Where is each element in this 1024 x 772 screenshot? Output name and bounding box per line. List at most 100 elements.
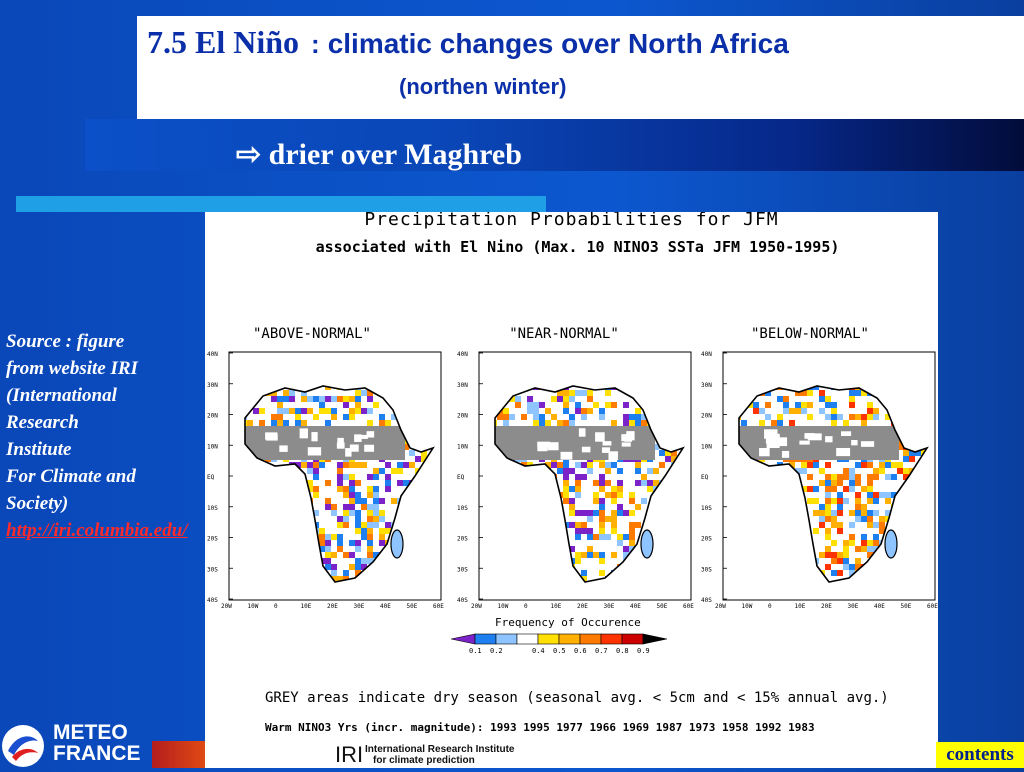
lat-tick-label: 30S — [701, 566, 712, 573]
lat-tick-label: 30N — [701, 382, 712, 389]
source-line: Source : figure — [6, 331, 125, 352]
lon-tick-label: 30E — [848, 603, 859, 610]
legend-swatch — [474, 633, 497, 645]
lon-tick-label: 20W — [471, 603, 482, 610]
lat-tick-label: EQ — [207, 474, 215, 481]
grey-areas-note: GREY areas indicate dry season (seasonal… — [265, 690, 889, 706]
lon-tick-label: 60E — [433, 603, 444, 610]
lon-tick-label: 20W — [715, 603, 726, 610]
frequency-legend: 0.1 0.2 0.4 0.5 0.6 0.7 0.8 0.9 — [450, 633, 668, 655]
lon-tick-label: 40E — [874, 603, 885, 610]
iri-name-line1: International Research Institute — [365, 744, 515, 755]
source-line: Institute — [6, 439, 72, 460]
lat-tick-label: EQ — [701, 474, 709, 481]
lon-tick-label: 20W — [221, 603, 232, 610]
contents-button[interactable]: contents — [936, 742, 1024, 768]
lat-tick-label: 40N — [207, 351, 218, 358]
lat-tick-label: 20N — [701, 413, 712, 420]
lon-tick-label: 10W — [498, 603, 509, 610]
lon-tick-label: 60E — [927, 603, 938, 610]
source-link[interactable]: http://iri.columbia.edu/ — [6, 520, 188, 541]
legend-title: Frequency of Occurence — [495, 616, 641, 629]
subtitle-band — [85, 119, 1024, 171]
lon-tick-label: 10E — [551, 603, 562, 610]
lat-tick-label: 10N — [701, 443, 712, 450]
source-note: Source : figure from website IRI (Intern… — [6, 328, 202, 544]
legend-tick-label: 0.4 — [532, 647, 545, 655]
lat-tick-label: 10N — [207, 443, 218, 450]
lon-tick-label: 0 — [768, 603, 772, 610]
title-season: (northen winter) — [399, 74, 567, 99]
map-label-below: "BELOW-NORMAL" — [750, 326, 869, 342]
title-main: climatic changes over North Africa — [327, 28, 789, 59]
legend-tick-label: 0.6 — [574, 647, 587, 655]
legend-tick-label: 0.8 — [616, 647, 629, 655]
source-line: (International — [6, 385, 117, 406]
lon-tick-label: 10W — [742, 603, 753, 610]
lon-tick-label: 40E — [380, 603, 391, 610]
lat-tick-label: 20S — [701, 536, 712, 543]
legend-swatch — [558, 633, 581, 645]
source-line: For Climate and — [6, 466, 136, 487]
lon-tick-label: 30E — [604, 603, 615, 610]
lon-tick-label: 20E — [577, 603, 588, 610]
lon-tick-label: 40E — [630, 603, 641, 610]
iri-logo: IRI — [335, 742, 364, 767]
legend-swatch — [600, 633, 623, 645]
lon-tick-label: 10E — [301, 603, 312, 610]
slide-subtitle: ⇨ drier over Maghreb — [236, 137, 522, 172]
meteo-globe-icon — [2, 725, 44, 767]
lat-tick-label: 20N — [457, 413, 468, 420]
legend-swatch — [621, 633, 644, 645]
legend-tick-label: 0.2 — [490, 647, 503, 655]
lon-tick-label: 0 — [274, 603, 278, 610]
lat-tick-label: 30N — [207, 382, 218, 389]
lat-tick-label: 10S — [457, 505, 468, 512]
logo-line2: FRANCE — [53, 742, 141, 765]
source-line: Society) — [6, 493, 69, 514]
warm-years-note: Warm NINO3 Yrs (incr. magnitude): 1993 1… — [265, 721, 815, 734]
lat-tick-label: 40N — [457, 351, 468, 358]
title-number: 7.5 El Niño — [147, 24, 300, 60]
lat-tick-label: 10N — [457, 443, 468, 450]
lon-tick-label: 30E — [354, 603, 365, 610]
legend-swatch — [516, 633, 539, 645]
lat-tick-label: 30S — [457, 566, 468, 573]
lon-tick-label: 10W — [248, 603, 259, 610]
accent-bar — [16, 196, 546, 212]
legend-swatch — [537, 633, 560, 645]
lat-tick-label: 40S — [701, 597, 712, 604]
iri-name-line2: for climate prediction — [373, 755, 475, 766]
legend-tick-label: 0.7 — [595, 647, 608, 655]
precipitation-figure: Precipitation Probabilities for JFM asso… — [205, 212, 938, 768]
lon-tick-label: 50E — [657, 603, 668, 610]
lat-tick-label: 10S — [701, 505, 712, 512]
lat-tick-label: 10S — [207, 505, 218, 512]
meteo-logo-text: METEO FRANCE — [53, 722, 141, 764]
lat-tick-label: 40N — [701, 351, 712, 358]
lat-tick-label: 20N — [207, 413, 218, 420]
legend-swatch — [495, 633, 518, 645]
lon-tick-label: 50E — [407, 603, 418, 610]
lon-tick-label: 20E — [821, 603, 832, 610]
map-label-near: "NEAR-NORMAL" — [509, 326, 619, 342]
lon-tick-label: 50E — [901, 603, 912, 610]
legend-tick-label: 0.5 — [553, 647, 566, 655]
lat-tick-label: 20S — [457, 536, 468, 543]
lon-tick-label: 20E — [327, 603, 338, 610]
lon-tick-label: 10E — [795, 603, 806, 610]
legend-tick-label: 0.1 — [469, 647, 482, 655]
figure-title: Precipitation Probabilities for JFM — [364, 212, 779, 230]
logo-line1: METEO — [53, 721, 128, 744]
figure-subtitle: associated with El Nino (Max. 10 NINO3 S… — [315, 238, 840, 256]
arrow-icon: ⇨ — [236, 138, 262, 171]
iri-name: International Research Institute for cli… — [365, 744, 514, 766]
source-line: Research — [6, 412, 79, 433]
lat-tick-label: 20S — [207, 536, 218, 543]
legend-tick-label: 0.9 — [637, 647, 650, 655]
title-separator: : — [311, 29, 320, 59]
lat-tick-label: 40S — [207, 597, 218, 604]
legend-swatch — [579, 633, 602, 645]
